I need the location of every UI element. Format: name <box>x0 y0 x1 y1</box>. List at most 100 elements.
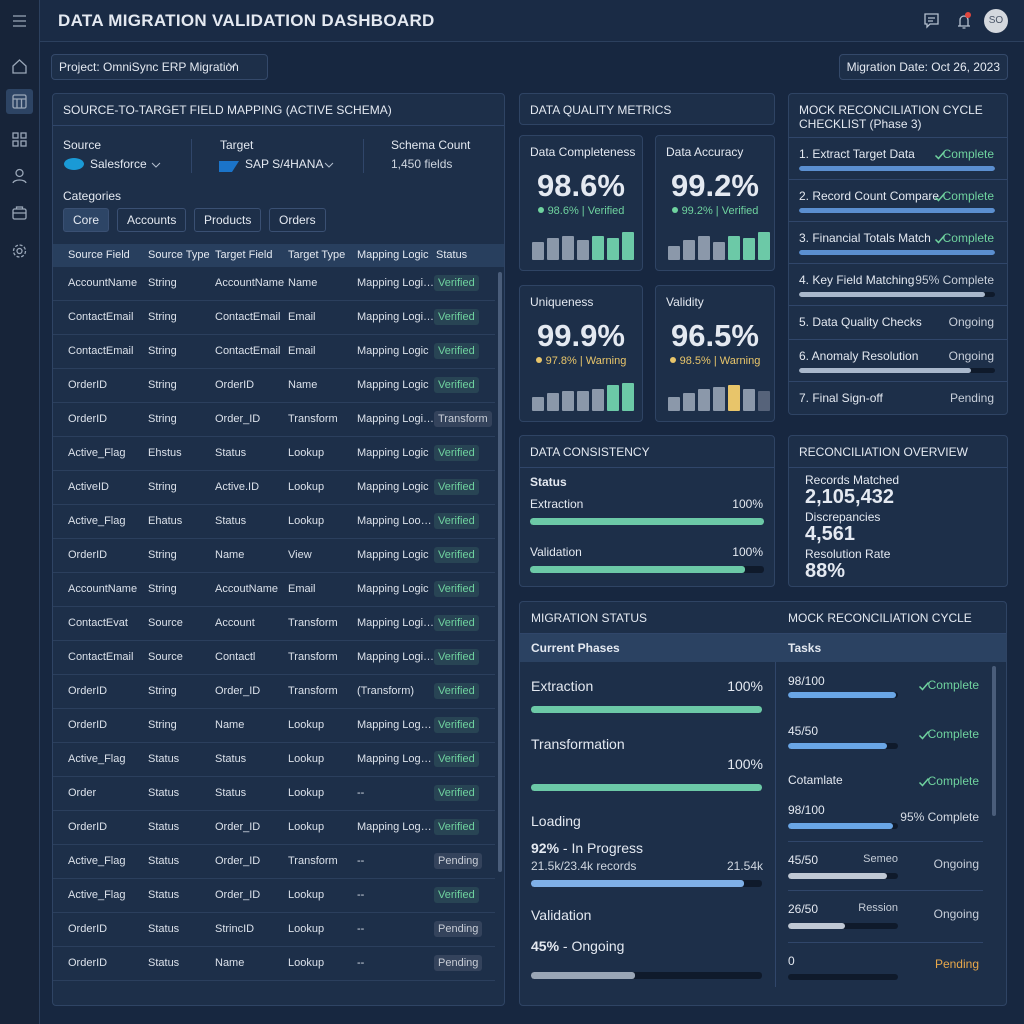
checklist-progress <box>799 166 995 171</box>
checklist-label: 4. Key Field Matching <box>799 273 915 287</box>
messages-icon[interactable] <box>924 13 939 29</box>
category-tab[interactable]: Products <box>194 208 262 232</box>
consistency-name: Extraction <box>530 497 584 511</box>
table-cell: Order_ID <box>215 889 261 901</box>
table-cell: Order <box>68 787 97 799</box>
mini-bar <box>532 397 544 411</box>
table-cell: String <box>148 481 177 493</box>
table-cell: Lookup <box>288 515 325 527</box>
status-badge: Pending <box>434 853 483 869</box>
section-header-bar <box>520 634 1006 662</box>
overview-value: 2,105,432 <box>805 486 894 508</box>
phase-name: Validation <box>531 907 592 923</box>
checklist-item: 2. Record Count Compare Complete <box>789 180 1007 222</box>
table-cell: Status <box>215 515 247 527</box>
table-cell: Active_Flag <box>68 515 126 527</box>
target-system: SAP S/4HANA <box>245 157 324 171</box>
table-cell: String <box>148 345 177 357</box>
table-cell: Email <box>288 583 316 595</box>
section-header: Tasks <box>788 641 822 655</box>
salesforce-logo <box>63 157 85 176</box>
checklist-label: 5. Data Quality Checks <box>799 315 922 329</box>
table-cell: Lookup <box>288 821 325 833</box>
table-cell: ContactEmail <box>68 311 134 323</box>
table-row: OrderID Status Name Lookup -- Pending <box>53 947 495 981</box>
source-label: Source <box>63 138 102 152</box>
metric-value: 99.9% <box>537 318 625 353</box>
status-badge: Verified <box>434 309 479 325</box>
status-badge: Verified <box>434 683 479 699</box>
table-cell: Mapping Log… <box>357 719 432 731</box>
checklist-label: 6. Anomaly Resolution <box>799 349 919 363</box>
quality-header: DATA QUALITY METRICS <box>519 93 775 125</box>
mini-bar <box>758 391 770 411</box>
check-icon <box>934 232 946 250</box>
checklist-item: 5. Data Quality Checks Ongoing <box>789 306 1007 340</box>
table-cell: OrderID <box>68 719 108 731</box>
status-dot <box>535 357 542 363</box>
mini-bar <box>728 385 740 411</box>
task-note: Semeo <box>863 853 898 865</box>
phase-state: - Ongoing <box>562 938 625 954</box>
category-tab[interactable]: Core <box>63 208 110 232</box>
divider <box>788 942 983 943</box>
phase-progress <box>531 784 762 791</box>
scrollbar <box>498 272 502 872</box>
mini-bar <box>683 393 695 411</box>
table-row: Active_Flag Status Status Lookup Mapping Log… <box>53 743 495 777</box>
checklist-status: Complete <box>942 231 994 245</box>
avatar[interactable] <box>984 9 1008 33</box>
table-cell: ContactEmail <box>215 345 281 357</box>
mini-bar <box>562 236 574 260</box>
consistency-progress <box>530 566 746 573</box>
table-cell: OrderID <box>68 957 108 969</box>
chevron <box>323 158 335 176</box>
metric-status: 97.8% | Warning <box>545 355 627 367</box>
category-tab[interactable]: Accounts <box>117 208 187 232</box>
check-icon <box>934 148 946 166</box>
status-badge: Pending <box>434 921 483 937</box>
table-cell: String <box>148 685 177 697</box>
metric-name: Data Accuracy <box>666 145 744 159</box>
mapping-panel: SOURCE-TO-TARGET FIELD MAPPING (ACTIVE S… <box>52 93 505 1006</box>
source-system: Salesforce <box>90 157 147 171</box>
sidebar-icons <box>6 15 33 258</box>
mini-bar <box>713 387 725 411</box>
divider <box>789 467 1007 468</box>
overview-label: Resolution Rate <box>805 547 891 561</box>
table-row: ContactEvat Source Account Transform Mapping… <box>53 607 495 641</box>
checklist-status: 95% Complete <box>915 273 994 287</box>
mini-bar <box>758 232 770 260</box>
task-progress-track <box>788 923 898 929</box>
table-row: ContactEmail String ContactEmail Email Mappi… <box>53 335 495 369</box>
table-cell: Transform <box>288 413 338 425</box>
task-progress-track <box>788 692 898 698</box>
checklist-label: 7. Final Sign-off <box>799 391 883 405</box>
checklist-status: Ongoing <box>948 349 994 363</box>
divider <box>191 139 192 173</box>
metric-card: Uniqueness 99.9% 97.8% | Warning <box>519 285 643 422</box>
column-header: Source Field <box>68 249 130 261</box>
consistency-progress-track <box>530 518 764 525</box>
table-cell: Status <box>215 787 247 799</box>
table-cell: Status <box>215 753 247 765</box>
task-progress-track <box>788 743 898 749</box>
table-cell: Lookup <box>288 481 325 493</box>
category-tab[interactable]: Orders <box>269 208 326 232</box>
table-cell: OrderID <box>68 413 108 425</box>
table-row: OrderID String OrderID Name Mapping Logic Ver… <box>53 369 495 403</box>
table-cell: Mapping Logi… <box>357 277 435 289</box>
panel-title: RECONCILIATION OVERVIEW <box>799 445 968 459</box>
table-cell: Account <box>215 617 255 629</box>
table-row: ContactEmail String ContactEmail Email Mappi… <box>53 301 495 335</box>
table-cell: OrderID <box>68 379 108 391</box>
checklist-progress-track <box>799 208 995 213</box>
table-cell: View <box>288 549 312 561</box>
metric-name: Uniqueness <box>530 295 594 309</box>
metric-status: 98.6% | Verified <box>547 205 625 217</box>
status-dot <box>669 357 676 363</box>
status-badge: Verified <box>434 445 479 461</box>
table-row: AccountName String AccountName Name Mapping … <box>53 267 495 301</box>
notifications-icon[interactable] <box>958 15 970 29</box>
